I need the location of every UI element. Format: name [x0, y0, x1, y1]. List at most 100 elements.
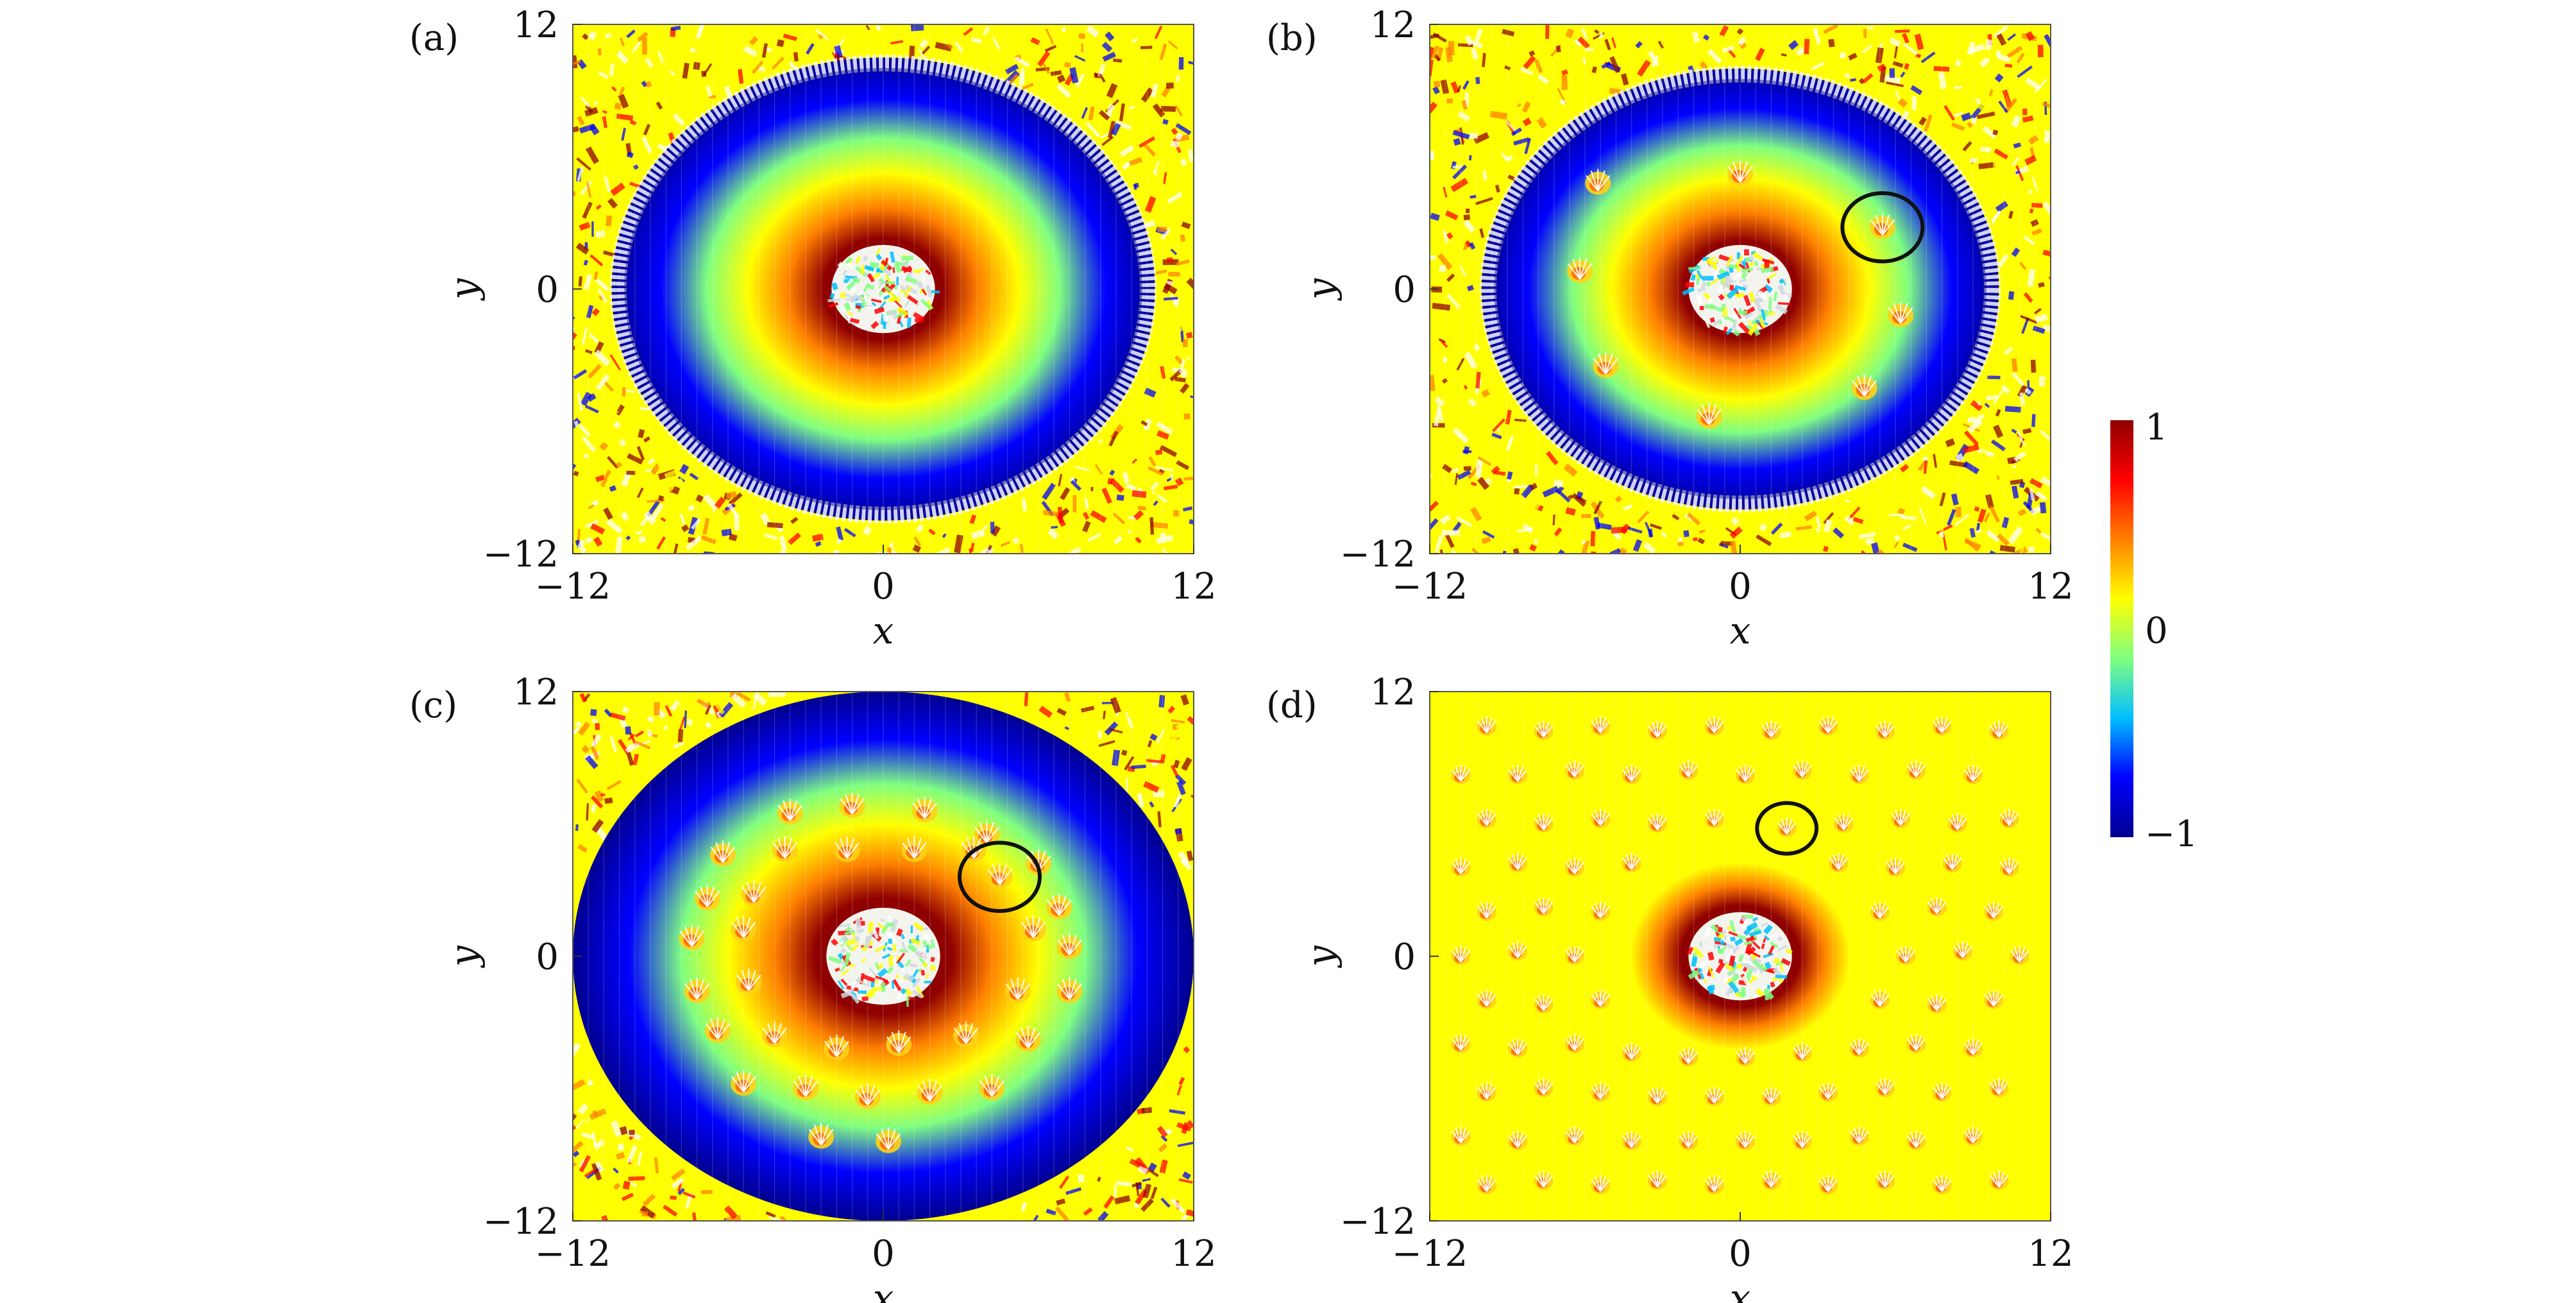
x-axis-label: x	[1730, 1276, 1751, 1303]
core	[826, 907, 940, 1007]
vortex-spot	[1508, 853, 1528, 873]
y-tick-label: 0	[1393, 269, 1416, 311]
vortex-spot	[1875, 720, 1895, 740]
vortex-spot	[1829, 853, 1849, 873]
vortex-spot	[1015, 1026, 1041, 1052]
vector-ring	[609, 55, 1157, 524]
panel-a: −12 0 12 12 0 −12 x y (a)	[409, 4, 1217, 652]
vector-grid	[573, 24, 1194, 554]
vortex-spot	[987, 862, 1013, 889]
vortex-spot	[1508, 765, 1528, 785]
vortex-spot	[1989, 720, 2009, 740]
vortex-spot	[793, 1074, 818, 1100]
vortex-spot	[1591, 1175, 1611, 1195]
vortex-spot	[876, 1127, 902, 1154]
vortex-spot	[1906, 760, 1926, 780]
core	[1687, 912, 1793, 1001]
vortex-spot	[772, 836, 798, 862]
vortex-spot	[1963, 1126, 1983, 1146]
vortex-spot	[1591, 989, 1611, 1009]
turbulent-region	[1430, 24, 2051, 554]
vortex-spot	[1534, 720, 1554, 740]
y-axis-label: y	[1299, 278, 1343, 302]
vortex-spot	[1704, 716, 1724, 736]
x-axis-label: x	[873, 609, 894, 652]
panel-label: (c)	[409, 685, 457, 726]
vortex-spot	[1508, 1130, 1528, 1150]
y-tick-label: 12	[1370, 672, 1416, 713]
highlight-circle	[957, 840, 1042, 914]
vortex-spot	[1679, 1130, 1699, 1150]
y-tick-label: 12	[513, 4, 559, 46]
x-tick-label: −12	[535, 1233, 611, 1275]
vortex-spot	[1564, 1126, 1584, 1146]
vortex-spot	[1534, 813, 1554, 833]
vortex-spot	[1834, 813, 1854, 833]
vortex-spot	[1679, 760, 1699, 780]
y-axis-label: y	[442, 945, 486, 969]
x-tick-label: 12	[1171, 1233, 1216, 1275]
vortex-spot	[1679, 1047, 1699, 1067]
vortex-spot	[1869, 213, 1895, 239]
vortex-spot	[1849, 1126, 1869, 1146]
vortex-spot	[679, 924, 705, 950]
vortex-spot	[1534, 1170, 1554, 1190]
vortex-spot	[1963, 765, 1983, 785]
highlight-circle	[1840, 191, 1925, 264]
vortex-spot	[1875, 1078, 1895, 1098]
x-axis-label: x	[1730, 609, 1751, 652]
vortex-spot	[1508, 1038, 1528, 1058]
vortex-spot	[1886, 857, 1905, 877]
vortex-spot	[1622, 853, 1641, 873]
vortex-spot	[1870, 901, 1890, 921]
vortex-spot	[1896, 946, 1916, 965]
y-tick-label: 12	[513, 672, 559, 713]
vortex-spot	[917, 1078, 943, 1105]
panel-b: −12 0 12 12 0 −12 x y (b)	[1266, 4, 2074, 652]
vortex-spot	[1849, 1038, 1869, 1058]
vortex-spot	[1622, 765, 1641, 785]
vortex-spot	[1046, 893, 1072, 919]
vortex-spot	[1622, 1043, 1641, 1062]
vortex-spot	[1477, 808, 1496, 828]
vortex-spot	[1477, 989, 1496, 1009]
vortex-spot	[834, 836, 860, 862]
vortex-spot	[1999, 808, 2019, 828]
vortex-spot	[1932, 1082, 1952, 1102]
vortex-spot	[824, 1034, 850, 1060]
vortex-spot	[1792, 1043, 1812, 1062]
vortex-spot	[1727, 160, 1753, 186]
x-tick-label: 12	[2028, 1233, 2073, 1275]
y-tick-label: 0	[1393, 937, 1416, 978]
vortex-spot	[1591, 901, 1611, 921]
vortex-spot	[1477, 1082, 1496, 1102]
y-tick-label: 0	[536, 937, 559, 978]
vortex-spot	[1593, 352, 1619, 378]
vortex-spot	[1704, 1175, 1724, 1195]
x-tick-label: 12	[2028, 566, 2073, 608]
vortex-spot	[1818, 716, 1838, 736]
vortex-spot	[1932, 716, 1952, 736]
vortex-spot	[1622, 1130, 1641, 1150]
y-tick-label: 0	[536, 269, 559, 311]
vortex-spot	[1849, 765, 1869, 785]
core	[1682, 244, 1793, 337]
vortex-spot	[1647, 720, 1667, 740]
vortex-spot	[1736, 1047, 1756, 1067]
vortex-spot	[1451, 765, 1471, 785]
turbulent-region	[573, 24, 1194, 554]
vortex-spot	[1792, 760, 1812, 780]
vortex-spot	[1696, 402, 1722, 429]
vortex-spot	[1591, 808, 1611, 828]
vortex-spot	[1020, 916, 1046, 942]
vortex-spot	[1056, 977, 1083, 1003]
core	[827, 244, 940, 334]
vortex-spot	[1989, 1078, 2009, 1098]
panel-label: (b)	[1266, 17, 1318, 59]
vortex-spot	[1989, 1170, 2009, 1190]
vortex-spot	[777, 799, 803, 825]
x-tick-label: 0	[872, 1233, 895, 1275]
vortex-spot	[1477, 1175, 1496, 1195]
vortex-spot	[1566, 257, 1593, 283]
vortex-spot	[694, 885, 720, 911]
